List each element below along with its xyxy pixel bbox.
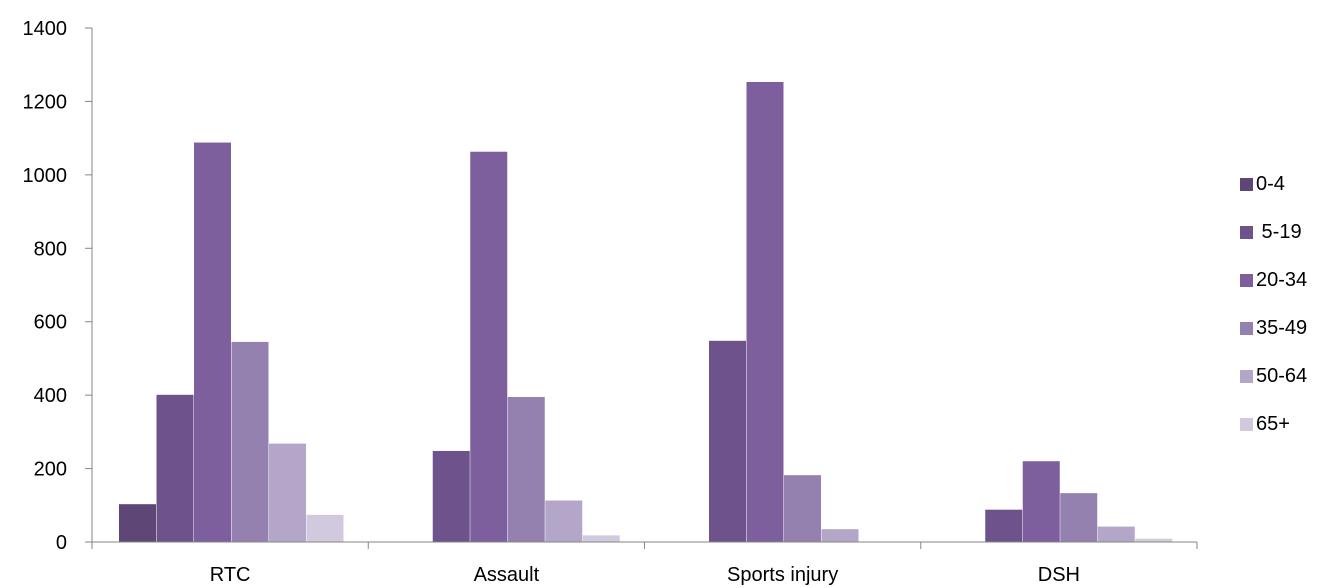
legend-swatch [1240,177,1253,191]
legend-item: 20-34 [1240,268,1307,292]
x-tick-label: Assault [474,564,540,586]
bar-65+-dsh [1135,538,1173,542]
bar-65+-assault [582,535,620,542]
bar-5-19-dsh [985,509,1023,542]
legend-label: 65+ [1256,412,1290,435]
legend-swatch [1240,273,1253,287]
bar-35-49-rtc [231,341,269,542]
legend-label: 50-64 [1256,364,1308,387]
legend-label: 35-49 [1256,316,1308,339]
legend-swatch [1240,369,1253,383]
y-tick-label: 1000 [23,165,68,187]
legend-swatch [1240,417,1253,431]
bar-35-49-sports-injury [784,475,821,542]
y-tick-label: 600 [34,312,67,334]
y-tick-label: 200 [34,459,67,481]
legend-item: 5-19 [1240,220,1307,244]
bar-20-34-dsh [1022,461,1060,542]
legend-item: 65+ [1240,412,1307,436]
bar-20-34-assault [470,151,508,542]
bar-20-34-rtc [194,142,231,542]
legend: 0-4 5-19 20-34 35-49 50-64 65+ [1240,172,1307,460]
bar-5-19-sports-injury [709,340,746,542]
legend-swatch [1240,321,1253,335]
legend-label: 0-4 [1256,172,1285,195]
bar-50-64-assault [545,500,583,542]
x-tick-label: Sports injury [727,564,838,586]
axes-group: 0 200 400 600 800 1000 1200 1400 RTC Assault Sport… [23,18,1198,586]
y-tick-label: 1200 [23,91,68,113]
bar-5-19-assault [432,450,470,542]
legend-item: 50-64 [1240,364,1307,388]
x-tick-label: RTC [210,564,251,586]
legend-swatch [1240,225,1253,239]
x-tick-label: DSH [1038,564,1080,586]
y-tick-label: 1400 [23,18,68,40]
bars-group [119,81,1173,542]
y-tick-label: 400 [34,385,67,407]
y-tick-label: 800 [34,238,67,260]
legend-label: 20-34 [1256,268,1308,291]
bar-5-19-rtc [156,394,194,542]
bar-35-49-dsh [1060,493,1098,542]
bar-65+-rtc [306,514,344,542]
bar-50-64-sports-injury [821,529,859,542]
bar-50-64-dsh [1097,526,1135,542]
legend-item: 0-4 [1240,172,1307,196]
legend-label: 5-19 [1256,220,1302,243]
y-tick-label: 0 [56,532,67,554]
bar-35-49-assault [507,396,545,542]
bar-50-64-rtc [269,443,306,542]
legend-item: 35-49 [1240,316,1307,340]
bar-20-34-sports-injury [746,81,784,542]
bar-0-4-rtc [119,504,156,542]
